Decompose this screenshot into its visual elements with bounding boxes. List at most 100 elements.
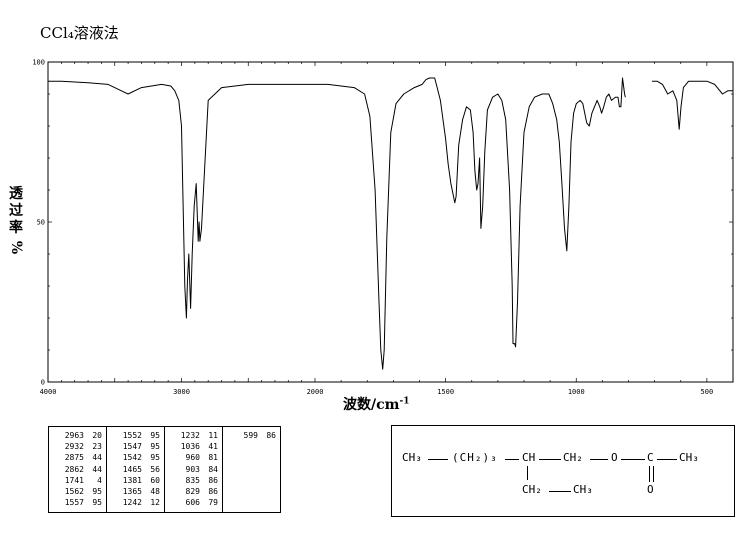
peak-transmittance: 84	[208, 464, 218, 474]
spectrum-line-2	[652, 80, 733, 130]
chart-title: CCl₄溶液法	[40, 24, 119, 42]
peak-cell-0-5: 1562 95	[48, 485, 107, 498]
peak-table-row: 1557 95 1242 12 606 79	[48, 497, 281, 513]
bond-3	[539, 459, 561, 460]
peak-transmittance: 12	[150, 498, 160, 508]
peak-cell-3-5	[222, 485, 281, 498]
y-axis-label-text: 透过率	[9, 186, 23, 236]
peak-wavenumber: 1242	[122, 498, 142, 508]
peak-wavenumber: 1232	[180, 431, 200, 441]
peak-transmittance: 95	[150, 453, 160, 463]
peak-transmittance: 20	[92, 431, 102, 441]
peak-table-row: 1741 4 1381 60 835 86	[48, 474, 281, 486]
peak-transmittance: 81	[208, 453, 218, 463]
double-bond-b	[653, 466, 654, 482]
peak-cell-0-6: 1557 95	[48, 497, 107, 513]
peak-transmittance: 41	[208, 442, 218, 452]
struct-ch2: CH₂	[563, 451, 583, 464]
peak-cell-2-3: 903 84	[164, 463, 223, 475]
bond-ethyl	[549, 491, 571, 492]
x-tick-label-1000: 1000	[568, 388, 585, 396]
peak-wavenumber: 1547	[122, 442, 142, 452]
y-tick-label-0: 0	[41, 379, 45, 387]
peak-cell-3-6	[222, 497, 281, 513]
x-tick-label-500: 500	[701, 388, 714, 396]
peak-table-row: 2875 44 1542 95 960 81	[48, 452, 281, 464]
peak-transmittance: 11	[208, 431, 218, 441]
peak-wavenumber: 1465	[122, 464, 142, 474]
peak-wavenumber: 599	[243, 431, 258, 441]
peak-transmittance: 86	[266, 431, 276, 441]
peak-cell-0-1: 2932 23	[48, 441, 107, 453]
peak-wavenumber: 903	[185, 464, 200, 474]
peak-wavenumber: 1542	[122, 453, 142, 463]
peak-transmittance: 44	[92, 464, 102, 474]
bond-2	[505, 459, 519, 460]
peak-wavenumber: 2963	[64, 431, 84, 441]
peak-cell-1-5: 1365 48	[106, 485, 165, 498]
peak-wavenumber: 1741	[64, 475, 84, 485]
peak-cell-1-3: 1465 56	[106, 463, 165, 475]
peak-cell-2-1: 1036 41	[164, 441, 223, 453]
y-tick-label-100: 100	[32, 59, 45, 67]
x-axis-label-sup: -1	[399, 396, 410, 407]
bond-5	[621, 459, 645, 460]
peak-cell-1-6: 1242 12	[106, 497, 165, 513]
peak-wavenumber: 835	[185, 475, 200, 485]
peak-wavenumber: 1381	[122, 475, 142, 485]
peak-wavenumber: 960	[185, 453, 200, 463]
peak-table-row: 1562 95 1365 48 829 86	[48, 485, 281, 498]
peak-cell-0-3: 2862 44	[48, 463, 107, 475]
peak-wavenumber: 1552	[122, 431, 142, 441]
y-tick-label-50: 50	[37, 219, 45, 227]
peak-transmittance: 48	[150, 487, 160, 497]
struct-chain: (CH₂)₃	[452, 451, 498, 464]
bond-6	[657, 459, 677, 460]
x-axis-label-text: 波数/cm	[343, 397, 400, 413]
struct-carbonyl-o: O	[647, 483, 654, 496]
struct-ethyl-ch2: CH₂	[522, 483, 542, 496]
peak-cell-1-0: 1552 95	[106, 426, 165, 442]
peak-cell-2-6: 606 79	[164, 497, 223, 513]
peak-transmittance: 95	[92, 498, 102, 508]
peak-transmittance: 56	[150, 464, 160, 474]
peak-wavenumber: 606	[185, 498, 200, 508]
peak-transmittance: 95	[150, 442, 160, 452]
structure-formula: CH₃ (CH₂)₃ CH CH₂ O C CH₃ O CH₂ CH₃	[391, 425, 735, 517]
spectrum-line-1	[48, 77, 626, 370]
peak-wavenumber: 2875	[64, 453, 84, 463]
peak-transmittance: 86	[208, 487, 218, 497]
peak-cell-2-5: 829 86	[164, 485, 223, 498]
struct-ch3-right: CH₃	[679, 451, 699, 464]
peak-table: 2963 20 1552 95 1232 11 599 86 2932 23 1547 95 1036 4…	[48, 426, 281, 514]
peak-cell-0-2: 2875 44	[48, 452, 107, 464]
y-axis-unit: %	[8, 240, 25, 255]
struct-c: C	[647, 451, 654, 464]
peak-wavenumber: 2932	[64, 442, 84, 452]
x-tick-label-4000: 4000	[40, 388, 57, 396]
peak-transmittance: 4	[97, 475, 102, 485]
struct-ethyl-ch3: CH₃	[573, 483, 593, 496]
peak-transmittance: 44	[92, 453, 102, 463]
peak-cell-3-2	[222, 452, 281, 464]
peak-cell-1-2: 1542 95	[106, 452, 165, 464]
peak-cell-3-4	[222, 474, 281, 486]
peak-cell-3-0: 599 86	[222, 426, 281, 442]
ir-spectrum-chart: 4000 3000 2000 1500 1000 500 0 50 100	[32, 59, 734, 396]
peak-table-row: 2963 20 1552 95 1232 11 599 86	[48, 426, 281, 442]
peak-table-row: 2862 44 1465 56 903 84	[48, 463, 281, 475]
peak-cell-0-0: 2963 20	[48, 426, 107, 442]
bond-1	[428, 459, 448, 460]
peak-cell-3-1	[222, 441, 281, 453]
peak-wavenumber: 2862	[64, 464, 84, 474]
peak-cell-0-4: 1741 4	[48, 474, 107, 486]
struct-ch: CH	[522, 451, 536, 464]
peak-cell-2-4: 835 86	[164, 474, 223, 486]
peak-cell-2-0: 1232 11	[164, 426, 223, 442]
peak-transmittance: 23	[92, 442, 102, 452]
struct-ch3-left: CH₃	[402, 451, 422, 464]
peak-wavenumber: 1036	[180, 442, 200, 452]
peak-transmittance: 86	[208, 475, 218, 485]
peak-cell-1-1: 1547 95	[106, 441, 165, 453]
bond-branch	[527, 466, 528, 480]
